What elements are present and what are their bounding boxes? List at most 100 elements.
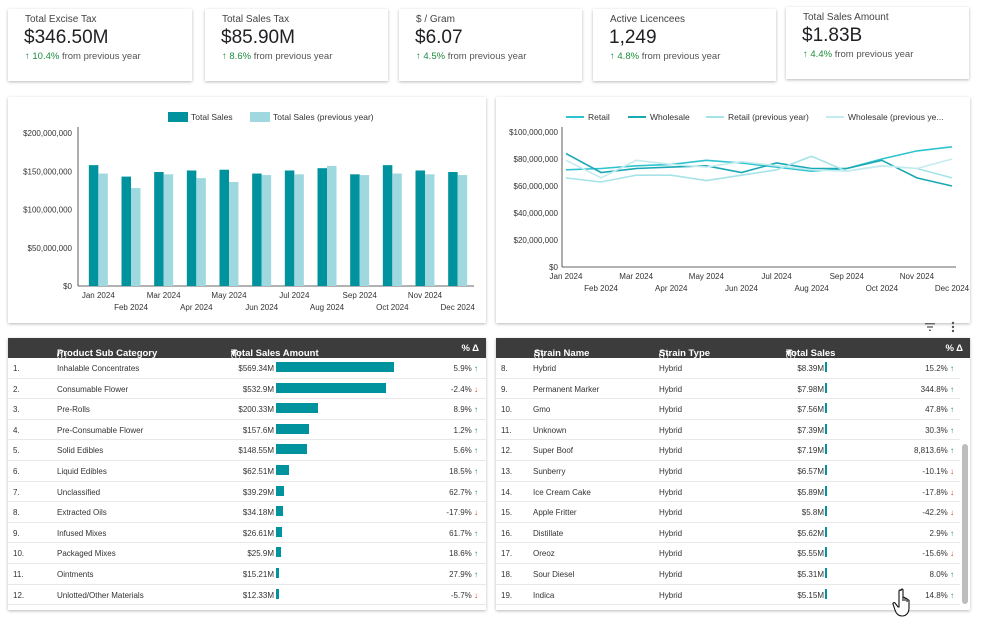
cell-total-sales: $26.61M xyxy=(242,528,274,538)
cell-pct-change: 27.9% ↑ xyxy=(449,569,478,579)
x-tick-label: Jul 2024 xyxy=(279,291,310,300)
cell-sub-category: Liquid Edibles xyxy=(57,466,107,476)
table-row[interactable]: 11. Unknown Hybrid $7.39M 30.3% ↑ xyxy=(496,420,960,441)
bar-total-sales xyxy=(382,165,393,286)
table-row[interactable]: 12. Super Boof Hybrid $7.19M 8,813.6% ↑ xyxy=(496,440,960,461)
arrow-up-icon: ↑ xyxy=(950,528,954,538)
cell-pct-change: -5.7% ↓ xyxy=(450,590,478,600)
table-row[interactable]: 8. Extracted Oils $34.18M -17.9% ↓ xyxy=(8,502,486,523)
legend-label: Wholesale (previous ye... xyxy=(848,112,943,122)
table-row[interactable]: 17. Oreoz Hybrid $5.55M -15.6% ↓ xyxy=(496,543,960,564)
total-sales-bar-chart[interactable]: $0 $50,000,000 $100,000,000 $150,000,000 $20… xyxy=(8,97,486,323)
bar-previous-year xyxy=(196,178,206,286)
legend-swatch-previous-year xyxy=(250,112,270,122)
sales-bar xyxy=(276,403,318,414)
cell-total-sales: $12.33M xyxy=(242,590,274,600)
table-row[interactable]: 11. Ointments $15.21M 27.9% ↑ xyxy=(8,564,486,585)
cell-pct-change: 30.3% ↑ xyxy=(925,425,954,435)
x-tick-label: Nov 2024 xyxy=(408,291,443,300)
header-label: Strain Type xyxy=(659,348,711,359)
table-row[interactable]: 5. Solid Edibles $148.55M 5.6% ↑ xyxy=(8,440,486,461)
table-row[interactable]: 14. Ice Cream Cake Hybrid $5.89M -17.8% ↓ xyxy=(496,482,960,503)
kpi-card-active-licencees[interactable]: Active Licencees 1,249 ↑ 4.8% from previ… xyxy=(593,9,776,81)
info-icon: ⓘ xyxy=(57,351,67,362)
row-number: 3. xyxy=(13,405,20,415)
table-scrollbar[interactable] xyxy=(962,444,968,604)
table-row[interactable]: 15. Apple Fritter Hybrid $5.8M -42.2% ↓ xyxy=(496,502,960,523)
cell-pct-change: -15.6% ↓ xyxy=(922,549,954,559)
cell-sub-category: Ointments xyxy=(57,569,94,579)
header-pct-change[interactable]: % Δ xyxy=(461,343,479,354)
kpi-change: ↑ 8.6% from previous year xyxy=(222,51,333,62)
x-tick-label: Jun 2024 xyxy=(725,284,758,293)
table-row[interactable]: 3. Pre-Rolls $200.33M 8.9% ↑ xyxy=(8,399,486,420)
strain-table: Strain Name ⓘ Strain Type ⓘ Total Sales … xyxy=(496,338,970,610)
row-number: 8. xyxy=(501,364,508,373)
table-row[interactable]: 13. Sunberry Hybrid $6.57M -10.1% ↓ xyxy=(496,461,960,482)
table-row[interactable]: 19. Indica Hybrid $5.15M 14.8% ↑ xyxy=(496,585,960,606)
cell-strain-type: Hybrid xyxy=(659,384,683,394)
header-pct-change[interactable]: % Δ xyxy=(945,343,963,354)
x-tick-label: Jul 2024 xyxy=(761,272,792,281)
table-row[interactable]: 6. Liquid Edibles $62.51M 18.5% ↑ xyxy=(8,461,486,482)
kpi-value: $85.90M xyxy=(221,27,295,48)
kpi-card-total-sales[interactable]: Total Sales Amount $1.83B ↑ 4.4% from pr… xyxy=(786,7,969,79)
cell-pct-change: 18.5% ↑ xyxy=(449,466,478,476)
arrow-up-icon: ↑ xyxy=(474,364,478,373)
table-header: Strain Name ⓘ Strain Type ⓘ Total Sales … xyxy=(496,338,970,362)
table-row[interactable]: 9. Infused Mixes $26.61M 61.7% ↑ xyxy=(8,523,486,544)
table-row[interactable]: 9. Permanent Marker Hybrid $7.98M 344.8% ↑ xyxy=(496,379,960,400)
header-label: Total Sales xyxy=(786,348,836,359)
cell-total-sales: $7.56M xyxy=(797,405,824,415)
bar-previous-year xyxy=(359,175,370,286)
bar-total-sales xyxy=(121,176,131,286)
sales-bar xyxy=(825,506,827,517)
row-number: 2. xyxy=(13,384,20,394)
table-row[interactable]: 16. Distillate Hybrid $5.62M 2.9% ↑ xyxy=(496,523,960,544)
bar-previous-year xyxy=(98,173,108,286)
table-row[interactable]: 4. Pre-Consumable Flower $157.6M 1.2% ↑ xyxy=(8,420,486,441)
cell-strain-name: Sunberry xyxy=(533,466,566,476)
cell-sub-category: Unclassified xyxy=(57,487,101,497)
kpi-value: $6.07 xyxy=(415,27,463,48)
cell-sub-category: Consumable Flower xyxy=(57,384,129,394)
filter-icon[interactable] xyxy=(924,322,936,332)
table-row[interactable]: 10. Gmo Hybrid $7.56M 47.8% ↑ xyxy=(496,399,960,420)
bar-previous-year xyxy=(392,173,402,286)
table-row[interactable]: 12. Unlotted/Other Materials $12.33M -5.7% … xyxy=(8,585,486,606)
legend-label: Retail (previous year) xyxy=(728,112,809,122)
cell-strain-name: Ice Cream Cake xyxy=(533,487,591,497)
sort-desc-icon: ▾ xyxy=(231,348,236,359)
series-line-3 xyxy=(565,158,953,179)
row-number: 8. xyxy=(13,508,20,518)
bar-previous-year xyxy=(425,174,435,286)
kpi-label: Total Sales Amount xyxy=(803,12,889,23)
kpi-card-dollar-per-gram[interactable]: $ / Gram $6.07 ↑ 4.5% from previous year xyxy=(399,9,582,81)
row-number: 5. xyxy=(13,446,20,456)
sales-bar xyxy=(276,526,282,537)
table-row[interactable]: 18. Sour Diesel Hybrid $5.31M 8.0% ↑ xyxy=(496,564,960,585)
table-row[interactable]: 8. Hybrid Hybrid $8.39M 15.2% ↑ xyxy=(496,358,960,379)
cell-strain-name: Apple Fritter xyxy=(533,508,577,518)
table-row[interactable]: 1. Inhalable Concentrates $569.34M 5.9% ↑ xyxy=(8,358,486,379)
sales-bar xyxy=(825,362,827,372)
table-row[interactable]: 10. Packaged Mixes $25.9M 18.6% ↑ xyxy=(8,543,486,564)
cell-strain-type: Hybrid xyxy=(659,446,683,456)
kpi-card-sales-tax[interactable]: Total Sales Tax $85.90M ↑ 8.6% from prev… xyxy=(205,9,388,81)
more-options-icon[interactable] xyxy=(950,321,956,333)
x-tick-label: Jan 2024 xyxy=(550,272,583,281)
y-tick-label: $60,000,000 xyxy=(514,182,559,191)
row-number: 16. xyxy=(501,528,513,538)
kpi-card-excise-tax[interactable]: Total Excise Tax $346.50M ↑ 10.4% from p… xyxy=(8,9,192,81)
bar-previous-year xyxy=(163,174,174,286)
table-row[interactable]: 2. Consumable Flower $532.9M -2.4% ↓ xyxy=(8,379,486,400)
sales-channel-line-chart[interactable]: $0 $20,000,000 $40,000,000 $60,000,000 $80,0… xyxy=(496,97,970,323)
bar-total-sales xyxy=(186,170,197,286)
sales-bar xyxy=(825,588,827,599)
table-row[interactable]: 7. Unclassified $39.29M 62.7% ↑ xyxy=(8,482,486,503)
kpi-change: ↑ 4.4% from previous year xyxy=(803,49,914,60)
x-tick-label: Jan 2024 xyxy=(82,291,115,300)
cell-total-sales: $7.98M xyxy=(797,384,824,394)
arrow-down-icon: ↓ xyxy=(474,508,478,518)
y-tick-label: $40,000,000 xyxy=(514,209,559,218)
